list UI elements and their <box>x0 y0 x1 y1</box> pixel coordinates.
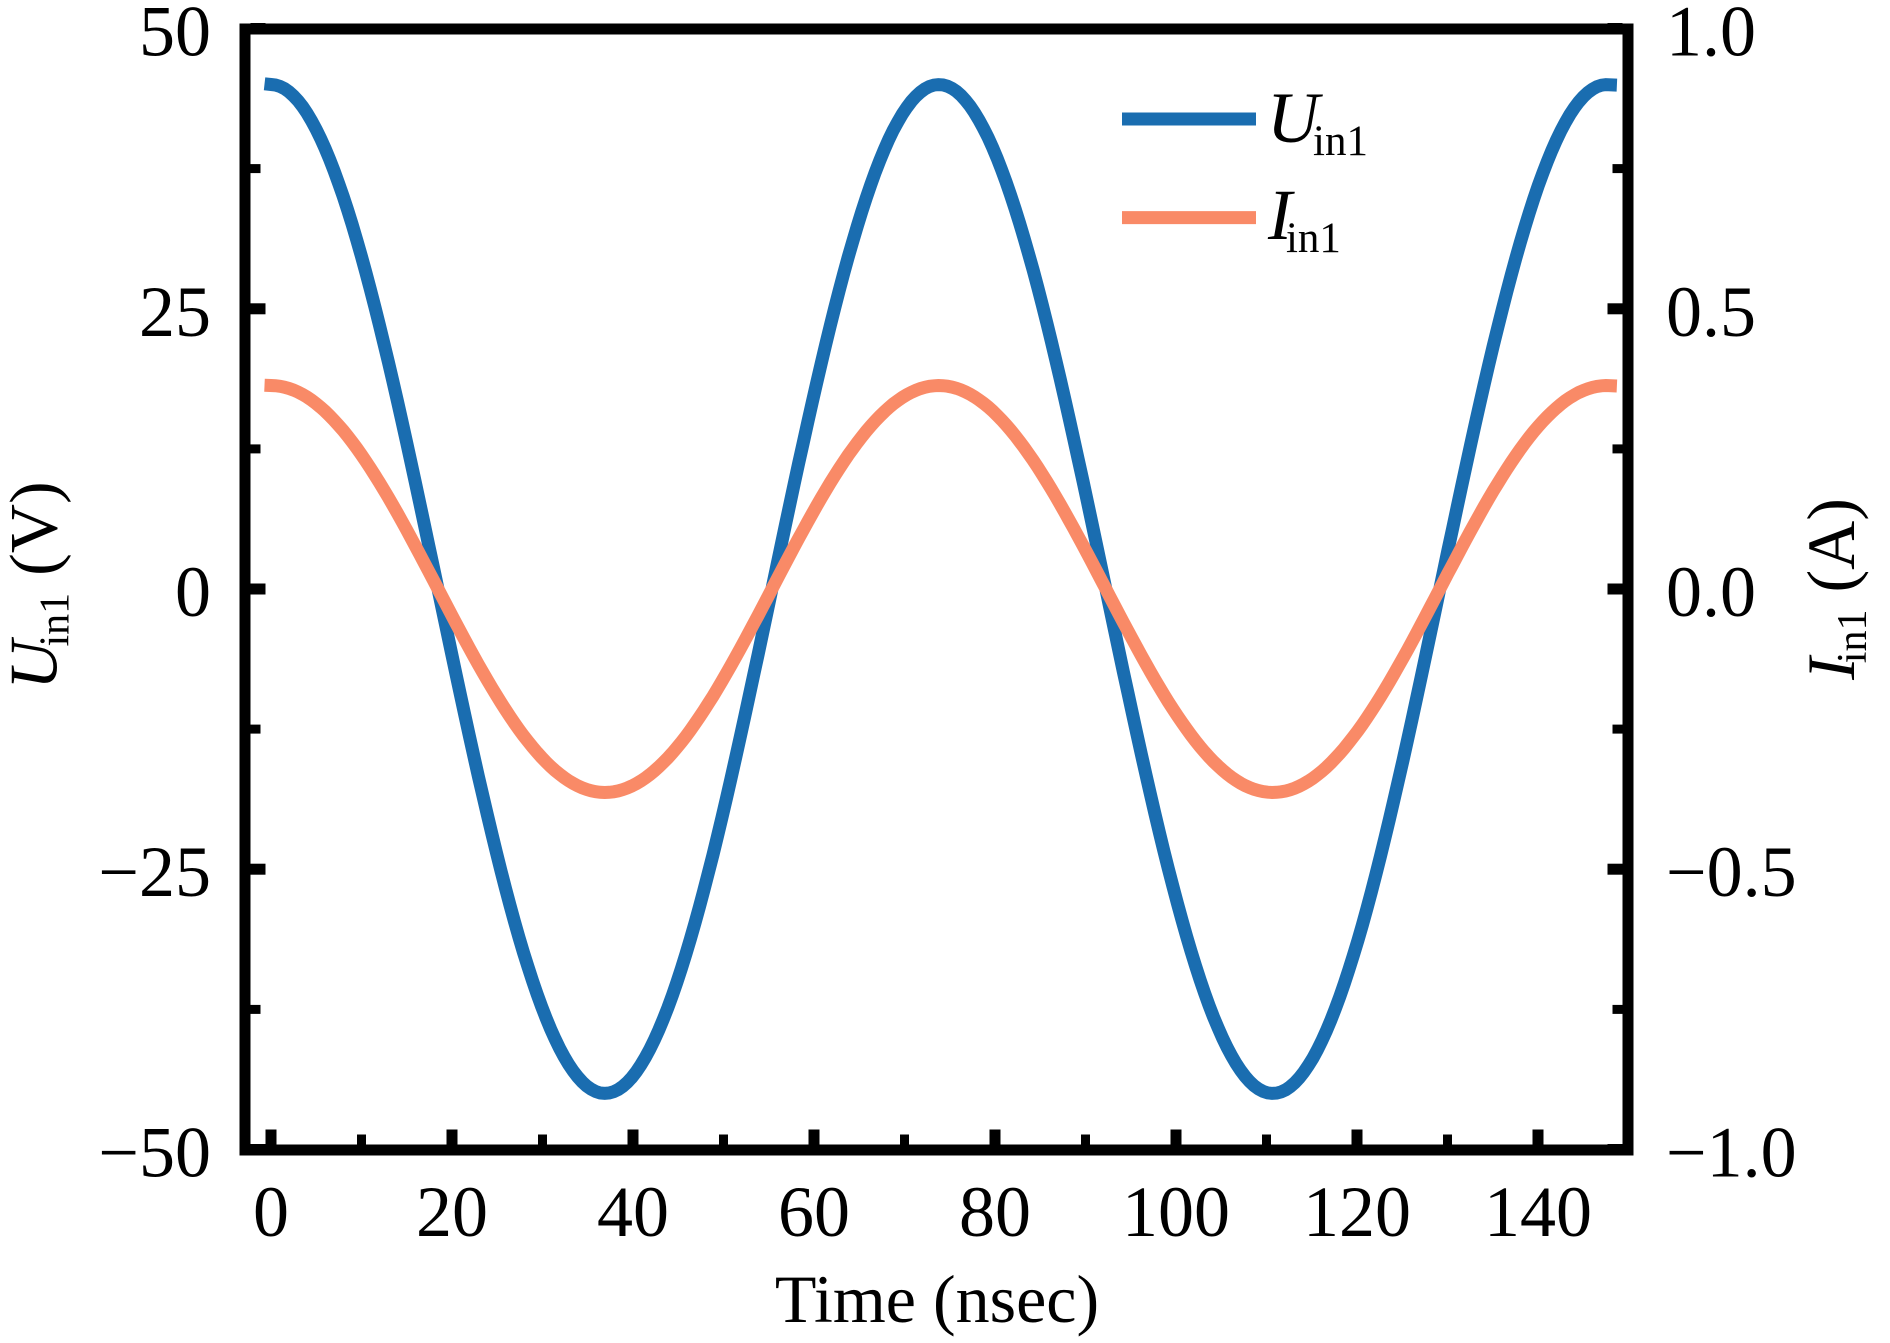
svg-text:Iin1: Iin1 <box>1267 175 1341 262</box>
svg-text:Iin1 (A): Iin1 (A) <box>1793 498 1876 681</box>
svg-text:−1.0: −1.0 <box>1666 1113 1797 1193</box>
svg-text:1.0: 1.0 <box>1666 0 1756 72</box>
svg-text:25: 25 <box>139 272 211 352</box>
svg-text:40: 40 <box>597 1172 669 1252</box>
svg-text:0.5: 0.5 <box>1666 272 1756 352</box>
svg-text:−50: −50 <box>98 1113 211 1193</box>
svg-text:−0.5: −0.5 <box>1666 832 1797 912</box>
svg-text:0: 0 <box>175 552 211 632</box>
svg-text:120: 120 <box>1303 1172 1411 1252</box>
svg-text:Uin1: Uin1 <box>1267 78 1368 165</box>
svg-text:50: 50 <box>139 0 211 72</box>
svg-text:Time (nsec): Time (nsec) <box>775 1261 1099 1337</box>
svg-text:20: 20 <box>416 1172 488 1252</box>
svg-text:140: 140 <box>1484 1172 1592 1252</box>
svg-text:0.0: 0.0 <box>1666 552 1756 632</box>
svg-text:−25: −25 <box>98 832 211 912</box>
svg-text:80: 80 <box>959 1172 1031 1252</box>
svg-text:0: 0 <box>253 1172 289 1252</box>
svg-text:Uin1 (V): Uin1 (V) <box>0 481 79 689</box>
svg-text:60: 60 <box>778 1172 850 1252</box>
svg-text:100: 100 <box>1122 1172 1230 1252</box>
